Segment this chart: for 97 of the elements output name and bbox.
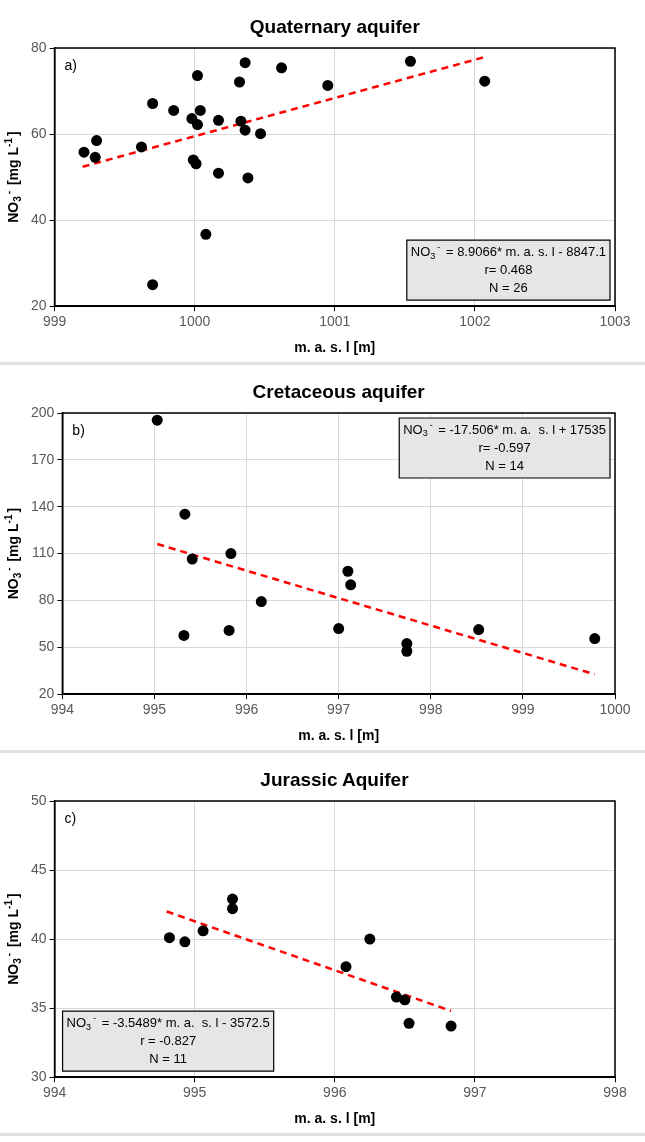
- annotation: N = 14: [485, 457, 524, 473]
- point: [213, 114, 224, 126]
- y-tick-label: 20: [30, 297, 47, 314]
- point: [225, 548, 237, 560]
- point: [322, 79, 334, 91]
- point: [255, 596, 267, 608]
- point: [89, 151, 101, 163]
- y-tick-label: 35: [30, 999, 47, 1016]
- y-tick-label: 200: [31, 403, 55, 420]
- x-tick-label: 1000: [179, 313, 211, 330]
- point: [190, 158, 202, 170]
- y-tick-label: 60: [30, 124, 47, 141]
- point: [200, 228, 212, 240]
- y-axis-title: NO3- [mg L-1]: [2, 131, 23, 223]
- x-tick-label: 998: [603, 1084, 627, 1101]
- y-tick-label: 50: [38, 638, 55, 655]
- point: [345, 579, 357, 591]
- point: [227, 893, 239, 905]
- point: [399, 994, 411, 1006]
- y-tick-label: 80: [38, 591, 55, 608]
- x-tick-label: 997: [463, 1084, 487, 1101]
- y-axis-title: NO3- [mg L-1]: [2, 893, 23, 985]
- x-tick-label: 1000: [599, 701, 631, 718]
- annotation: b): [72, 421, 85, 438]
- x-axis-title: m. a. s. l [m]: [298, 726, 380, 743]
- point: [340, 961, 352, 973]
- point: [404, 55, 416, 67]
- x-tick-label: 995: [142, 701, 167, 718]
- point: [191, 70, 203, 82]
- point: [235, 115, 247, 127]
- x-tick-label: 997: [327, 701, 351, 718]
- y-tick-label: 140: [31, 497, 55, 514]
- point: [194, 104, 206, 116]
- point: [91, 135, 103, 147]
- point: [242, 172, 254, 184]
- point: [179, 508, 191, 520]
- x-tick-label: 1003: [599, 313, 631, 330]
- x-tick-label: 999: [42, 313, 67, 330]
- point: [276, 62, 288, 74]
- y-tick-label: 110: [32, 544, 55, 561]
- y-tick-label: 50: [30, 791, 47, 808]
- point: [151, 414, 163, 426]
- point: [78, 146, 90, 158]
- point: [147, 279, 159, 291]
- point: [445, 1020, 457, 1032]
- x-tick-label: 1001: [319, 313, 351, 330]
- point: [589, 633, 601, 645]
- y-tick-label: 80: [30, 38, 47, 55]
- x-tick-label: 995: [183, 1084, 207, 1101]
- y-tick-label: 45: [30, 860, 47, 877]
- annotation: r= -0.597: [478, 439, 531, 455]
- point: [239, 57, 251, 69]
- y-tick-label: 40: [30, 929, 47, 946]
- x-axis-title: m. a. s. l [m]: [294, 338, 376, 355]
- point: [479, 75, 491, 87]
- annotation: r= 0.468: [484, 261, 533, 277]
- point: [333, 623, 345, 635]
- y-tick-label: 20: [38, 685, 55, 702]
- y-axis-title: NO3- [mg L-1]: [2, 507, 23, 600]
- y-tick-label: 170: [31, 450, 55, 467]
- point: [342, 565, 354, 577]
- point: [168, 104, 180, 116]
- point: [191, 119, 203, 131]
- point: [163, 932, 175, 944]
- point: [197, 925, 209, 937]
- point: [179, 936, 191, 948]
- point: [403, 1017, 415, 1029]
- y-tick-label: 40: [30, 210, 47, 227]
- x-tick-label: 996: [323, 1084, 347, 1101]
- point: [147, 98, 159, 110]
- x-tick-label: 994: [50, 701, 75, 718]
- x-tick-label: 1002: [459, 313, 491, 330]
- chart-title: Quaternary aquifer: [249, 16, 421, 38]
- point: [178, 629, 190, 641]
- point: [239, 124, 251, 136]
- point: [227, 903, 239, 915]
- point: [234, 76, 246, 88]
- point: [186, 553, 198, 565]
- point: [223, 624, 235, 636]
- point: [135, 141, 147, 153]
- point: [364, 933, 376, 945]
- x-tick-label: 996: [234, 701, 259, 718]
- point: [255, 128, 267, 140]
- annotation: c): [64, 809, 77, 826]
- x-axis-title: m. a. s. l [m]: [294, 1109, 376, 1126]
- annotation: r = -0.827: [140, 1032, 197, 1048]
- chart-title: Cretaceous aquifer: [252, 381, 426, 403]
- x-tick-label: 998: [419, 701, 443, 718]
- point: [213, 167, 224, 179]
- x-tick-label: 994: [42, 1084, 67, 1101]
- annotation: N = 26: [489, 279, 528, 295]
- point: [473, 624, 485, 636]
- y-tick-label: 30: [30, 1068, 47, 1085]
- annotation: N = 11: [149, 1050, 187, 1066]
- x-tick-label: 999: [511, 701, 535, 718]
- annotation: a): [64, 56, 78, 73]
- chart-title: Jurassic Aquifer: [260, 769, 410, 791]
